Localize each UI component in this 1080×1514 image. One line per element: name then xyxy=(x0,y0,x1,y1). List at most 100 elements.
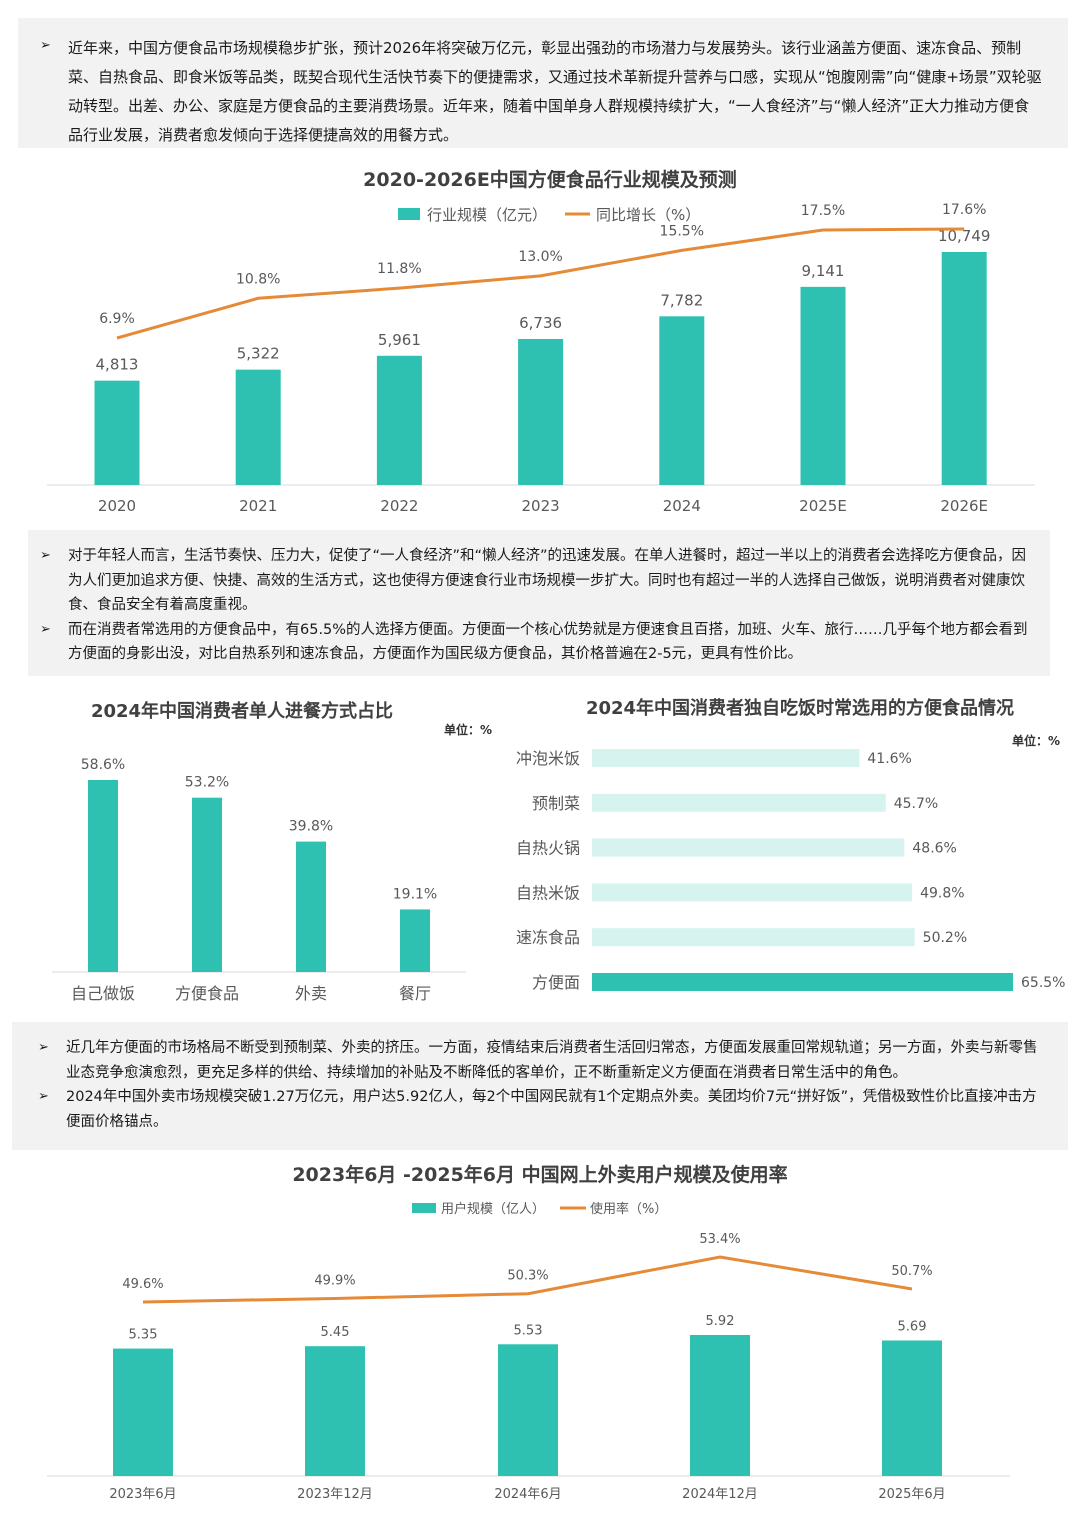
line-value-label: 17.5% xyxy=(801,203,845,219)
bullet-paragraph: ➢ 而在消费者常选用的方便食品中，有65.5%的人选择方便面。方便面一个核心优势… xyxy=(40,618,1030,667)
paragraph-text: 而在消费者常选用的方便食品中，有65.5%的人选择方便面。方便面一个核心优势就是… xyxy=(68,621,1028,663)
y-tick-label: 冲泡米饭 xyxy=(516,749,580,768)
bar-value-label: 5,961 xyxy=(378,331,421,349)
bullet-paragraph: ➢ 2024年中国外卖市场规模突破1.27万亿元，用户达5.92亿人，每2个中国… xyxy=(38,1085,1048,1134)
bar xyxy=(376,355,422,485)
legend-bar-label: 行业规模（亿元） xyxy=(427,206,547,224)
x-tick-label: 外卖 xyxy=(295,984,327,1003)
x-tick-label: 自己做饭 xyxy=(71,984,135,1003)
delivery-text-panel: ➢ 近几年方便面的市场格局不断受到预制菜、外卖的挤压。一方面，疫情结束后消费者生… xyxy=(12,1022,1068,1150)
x-tick-label: 2023 xyxy=(522,497,560,515)
line-value-label: 50.3% xyxy=(507,1269,548,1284)
legend-bar-swatch xyxy=(412,1203,436,1213)
chart-title: 2020-2026E中国方便食品行业规模及预测 xyxy=(363,168,737,191)
x-tick-label: 2024年12月 xyxy=(682,1487,758,1502)
x-tick-label: 2021 xyxy=(239,497,277,515)
bar xyxy=(690,1335,750,1476)
bar xyxy=(592,793,886,812)
x-tick-label: 2023年12月 xyxy=(297,1487,373,1502)
arrow-bullet-icon: ➢ xyxy=(38,1089,49,1104)
line-value-label: 13.0% xyxy=(518,249,562,265)
y-tick-label: 自热米饭 xyxy=(516,883,580,902)
bar-value-label: 45.7% xyxy=(894,796,938,812)
y-tick-label: 速冻食品 xyxy=(516,928,580,947)
bar xyxy=(882,1340,942,1476)
bar xyxy=(296,841,326,972)
bar xyxy=(88,780,118,972)
legend-bar-swatch xyxy=(398,208,420,220)
bar xyxy=(113,1348,173,1476)
chart-title: 2024年中国消费者独自吃饭时常选用的方便食品情况 xyxy=(586,697,1014,719)
legend-line-label: 使用率（%） xyxy=(590,1201,667,1217)
bar-value-label: 6,736 xyxy=(519,314,562,332)
bar xyxy=(192,797,222,972)
bullet-paragraph: ➢ 近几年方便面的市场格局不断受到预制菜、外卖的挤压。一方面，疫情结束后消费者生… xyxy=(38,1036,1048,1085)
chart-title: 2024年中国消费者单人进餐方式占比 xyxy=(91,700,393,722)
bar-value-label: 5.35 xyxy=(129,1328,158,1343)
x-tick-label: 2025E xyxy=(799,497,847,515)
growth-line xyxy=(116,227,965,340)
bar-value-label: 65.5% xyxy=(1021,975,1065,991)
usage-rate-line xyxy=(142,1255,913,1304)
bar-value-label: 49.8% xyxy=(920,885,964,901)
bar-value-label: 58.6% xyxy=(81,757,125,773)
bar xyxy=(235,369,281,485)
arrow-bullet-icon: ➢ xyxy=(38,1040,49,1055)
bar xyxy=(498,1344,558,1476)
bar-value-label: 4,813 xyxy=(96,356,139,374)
bar xyxy=(592,883,913,902)
arrow-bullet-icon: ➢ xyxy=(40,621,51,637)
y-tick-label: 自热火锅 xyxy=(516,839,580,858)
paragraph-text: 对于年轻人而言，生活节奏快、压力大，促使了“一人食经济”和“懒人经济”的迅速发展… xyxy=(68,548,1027,613)
x-tick-label: 2025年6月 xyxy=(878,1487,945,1502)
line-value-label: 53.4% xyxy=(699,1232,740,1247)
bar xyxy=(592,749,860,767)
paragraph-text: 2024年中国外卖市场规模突破1.27万亿元，用户达5.92亿人，每2个中国网民… xyxy=(66,1089,1037,1130)
solo-dining-text-panel: ➢ 对于年轻人而言，生活节奏快、压力大，促使了“一人食经济”和“懒人经济”的迅速… xyxy=(28,530,1050,676)
bar-value-label: 5,322 xyxy=(237,345,280,363)
x-tick-label: 2020 xyxy=(98,497,136,515)
bar xyxy=(592,838,905,857)
x-tick-label: 餐厅 xyxy=(399,984,431,1003)
intro-text-panel: ➢ 近年来，中国方便食品市场规模稳步扩张，预计2026年将突破万亿元，彰显出强劲… xyxy=(18,18,1068,148)
bar xyxy=(518,338,564,485)
line-value-label: 17.6% xyxy=(942,202,986,218)
arrow-bullet-icon: ➢ xyxy=(40,548,51,563)
line-value-label: 6.9% xyxy=(99,311,135,327)
x-tick-label: 2024年6月 xyxy=(494,1487,561,1502)
bar-value-label: 10,749 xyxy=(938,227,991,245)
line-value-label: 50.7% xyxy=(891,1264,932,1279)
legend-bar-label: 用户规模（亿人） xyxy=(441,1201,545,1217)
line-value-label: 10.8% xyxy=(236,271,280,287)
bar xyxy=(94,380,140,485)
bar-value-label: 53.2% xyxy=(185,775,229,791)
bar-value-label: 41.6% xyxy=(867,751,911,767)
x-tick-label: 2023年6月 xyxy=(109,1487,176,1502)
x-tick-label: 2024 xyxy=(663,497,701,515)
bar-value-label: 19.1% xyxy=(393,886,437,902)
bar-value-label: 50.2% xyxy=(923,930,967,946)
unit-label: 单位：% xyxy=(444,722,492,737)
bullet-paragraph: ➢ 对于年轻人而言，生活节奏快、压力大，促使了“一人食经济”和“懒人经济”的迅速… xyxy=(40,544,1030,618)
bar xyxy=(941,252,987,485)
line-value-label: 11.8% xyxy=(377,261,421,277)
bar-value-label: 5.53 xyxy=(514,1323,543,1338)
y-tick-label: 预制菜 xyxy=(532,794,580,813)
bar-value-label: 39.8% xyxy=(289,819,333,835)
arrow-bullet-icon: ➢ xyxy=(40,38,51,53)
paragraph-text: 近年来，中国方便食品市场规模稳步扩张，预计2026年将突破万亿元，彰显出强劲的市… xyxy=(68,39,1042,144)
legend-line-label: 同比增长（%） xyxy=(596,206,700,224)
bar-value-label: 7,782 xyxy=(660,291,703,309)
x-tick-label: 方便食品 xyxy=(175,984,239,1003)
line-value-label: 49.6% xyxy=(122,1277,163,1292)
bar-value-label: 48.6% xyxy=(912,841,956,857)
bar-value-label: 5.45 xyxy=(321,1325,350,1340)
bar xyxy=(400,909,430,972)
bar-value-label: 5.92 xyxy=(706,1314,735,1329)
bar-value-label: 9,141 xyxy=(802,262,845,280)
bar xyxy=(800,286,846,485)
